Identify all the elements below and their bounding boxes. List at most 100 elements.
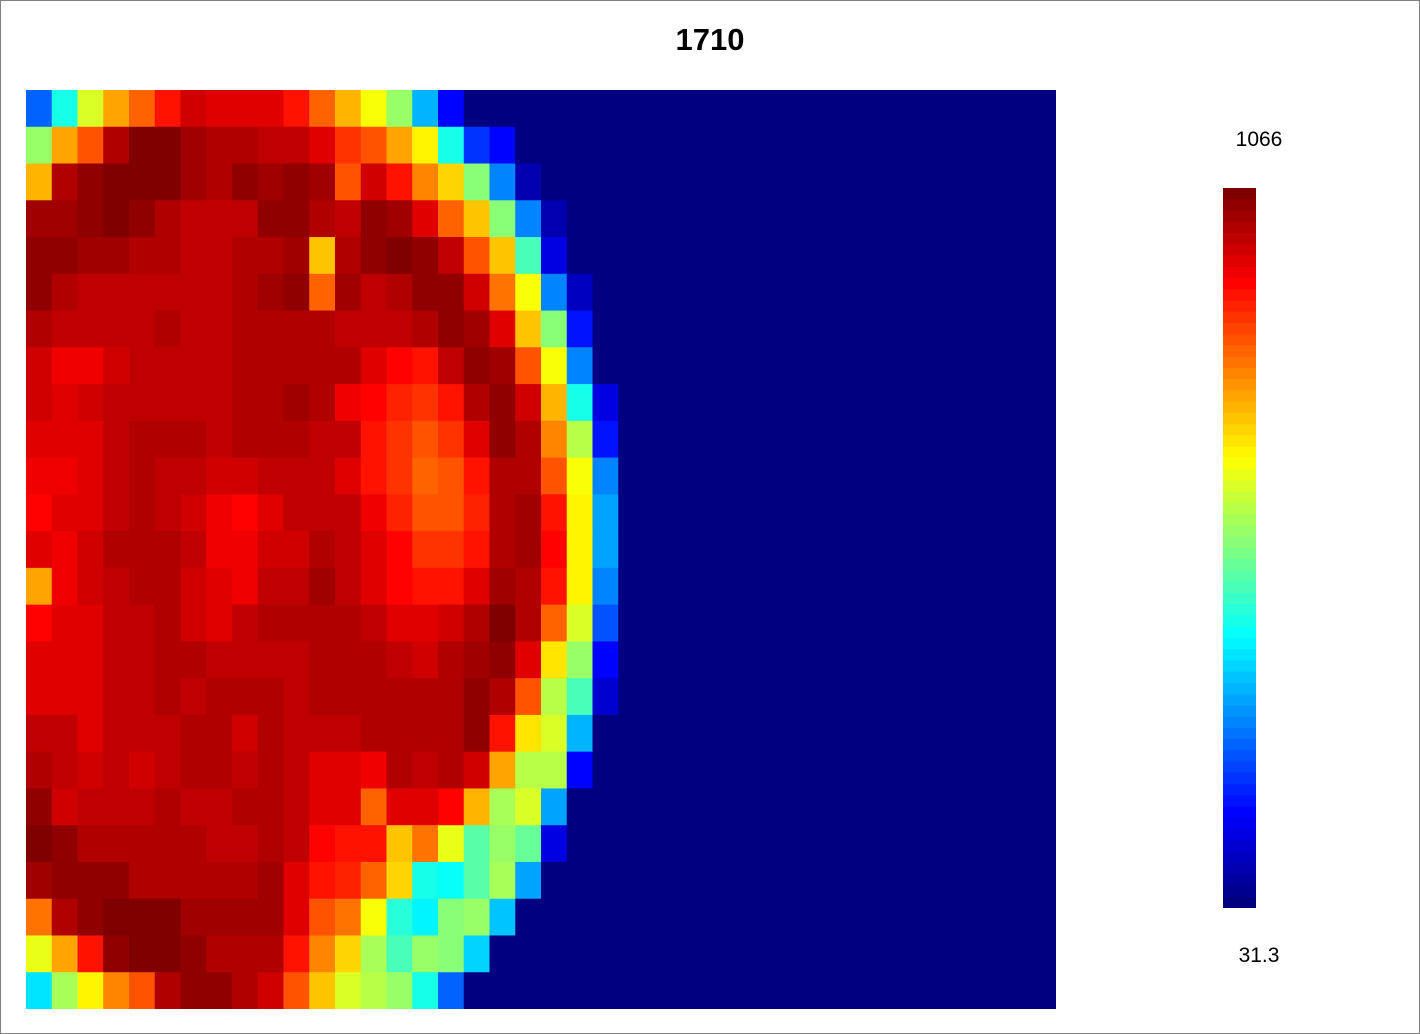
heatmap-cell bbox=[26, 972, 53, 1009]
heatmap-cell bbox=[824, 420, 851, 459]
heatmap-cell bbox=[335, 567, 362, 606]
heatmap-cell bbox=[901, 751, 928, 790]
heatmap-cell bbox=[798, 273, 825, 312]
heatmap-cell bbox=[412, 935, 439, 973]
heatmap-cell bbox=[232, 90, 259, 128]
heatmap-cell bbox=[309, 972, 336, 1009]
heatmap-cell bbox=[206, 494, 233, 532]
heatmap-cell bbox=[1030, 90, 1056, 128]
heatmap-cell bbox=[953, 861, 980, 900]
heatmap-cell bbox=[978, 898, 1006, 937]
heatmap-cell bbox=[901, 531, 928, 569]
heatmap-cell bbox=[335, 898, 362, 937]
heatmap-cell bbox=[747, 641, 774, 679]
heatmap-cell bbox=[566, 237, 594, 275]
heatmap-cell bbox=[978, 751, 1006, 790]
heatmap-cell bbox=[541, 494, 568, 532]
heatmap-cell bbox=[669, 861, 697, 900]
heatmap-cell bbox=[747, 420, 774, 459]
heatmap-cell bbox=[438, 641, 465, 679]
heatmap-cell bbox=[669, 825, 697, 863]
heatmap-cell bbox=[1004, 604, 1031, 642]
heatmap-cell bbox=[257, 420, 285, 459]
heatmap-cell bbox=[386, 861, 413, 900]
heatmap-cell bbox=[618, 126, 645, 165]
heatmap-cell bbox=[51, 751, 79, 790]
heatmap-cell bbox=[566, 200, 594, 238]
heatmap-cell bbox=[309, 310, 336, 348]
heatmap-cell bbox=[747, 714, 774, 753]
heatmap-cell bbox=[772, 714, 800, 753]
heatmap-cell bbox=[154, 678, 182, 716]
heatmap-cell bbox=[232, 347, 259, 385]
heatmap-cell bbox=[566, 347, 594, 385]
heatmap-cell bbox=[953, 641, 980, 679]
heatmap-cell bbox=[721, 163, 748, 201]
heatmap-cell bbox=[463, 494, 491, 532]
colorbar-step bbox=[1223, 491, 1256, 504]
heatmap-cell bbox=[77, 788, 104, 826]
colorbar-step bbox=[1223, 705, 1256, 718]
heatmap-cell bbox=[51, 310, 79, 348]
heatmap-cell bbox=[747, 678, 774, 716]
heatmap-cell bbox=[875, 825, 903, 863]
heatmap-cell bbox=[978, 935, 1006, 973]
heatmap-cell bbox=[644, 163, 671, 201]
heatmap-cell bbox=[283, 861, 310, 900]
heatmap-cell bbox=[669, 972, 697, 1009]
heatmap-cell bbox=[695, 751, 722, 790]
heatmap-cell bbox=[360, 972, 388, 1009]
heatmap-cell bbox=[335, 861, 362, 900]
heatmap-cell bbox=[360, 641, 388, 679]
heatmap-cell bbox=[901, 90, 928, 128]
heatmap-cell bbox=[129, 163, 156, 201]
heatmap-cell bbox=[618, 494, 645, 532]
colorbar-max-label: 1066 bbox=[1235, 128, 1283, 151]
heatmap-cell bbox=[721, 200, 748, 238]
heatmap-cell bbox=[232, 972, 259, 1009]
colorbar-step bbox=[1223, 750, 1256, 763]
heatmap-cell bbox=[798, 347, 825, 385]
heatmap-cell bbox=[875, 273, 903, 312]
heatmap-cell bbox=[257, 714, 285, 753]
heatmap-cell bbox=[644, 641, 671, 679]
colorbar-step bbox=[1223, 615, 1256, 628]
colorbar-step bbox=[1223, 188, 1256, 200]
heatmap-cell bbox=[978, 384, 1006, 422]
heatmap-cell bbox=[901, 163, 928, 201]
heatmap-cell bbox=[695, 935, 722, 973]
heatmap-cell bbox=[26, 90, 53, 128]
colorbar-step bbox=[1223, 773, 1256, 785]
heatmap-cell bbox=[335, 604, 362, 642]
heatmap-cell bbox=[386, 200, 413, 238]
heatmap-cell bbox=[154, 310, 182, 348]
heatmap-cell bbox=[360, 935, 388, 973]
heatmap-cell bbox=[26, 310, 53, 348]
heatmap-cell bbox=[850, 273, 877, 312]
heatmap-cell bbox=[232, 237, 259, 275]
heatmap-cell bbox=[180, 935, 207, 973]
heatmap-cell bbox=[154, 935, 182, 973]
heatmap-cell bbox=[438, 457, 465, 495]
heatmap-cell bbox=[721, 898, 748, 937]
heatmap-cell bbox=[463, 347, 491, 385]
heatmap-cell bbox=[618, 384, 645, 422]
heatmap-cell bbox=[51, 384, 79, 422]
heatmap-cell bbox=[103, 310, 130, 348]
heatmap-cell bbox=[644, 237, 671, 275]
heatmap-cell bbox=[206, 972, 233, 1009]
heatmap-cell bbox=[824, 788, 851, 826]
heatmap-cell bbox=[978, 678, 1006, 716]
heatmap-cell bbox=[1030, 751, 1056, 790]
heatmap-cell bbox=[386, 420, 413, 459]
heatmap-cell bbox=[1004, 273, 1031, 312]
heatmap-cell bbox=[412, 531, 439, 569]
heatmap-cell bbox=[824, 898, 851, 937]
heatmap-cell bbox=[875, 126, 903, 165]
heatmap-cell bbox=[283, 163, 310, 201]
heatmap-cell bbox=[360, 494, 388, 532]
heatmap-cell bbox=[824, 126, 851, 165]
heatmap-cell bbox=[953, 567, 980, 606]
heatmap-cell bbox=[592, 898, 619, 937]
heatmap-cell bbox=[335, 751, 362, 790]
